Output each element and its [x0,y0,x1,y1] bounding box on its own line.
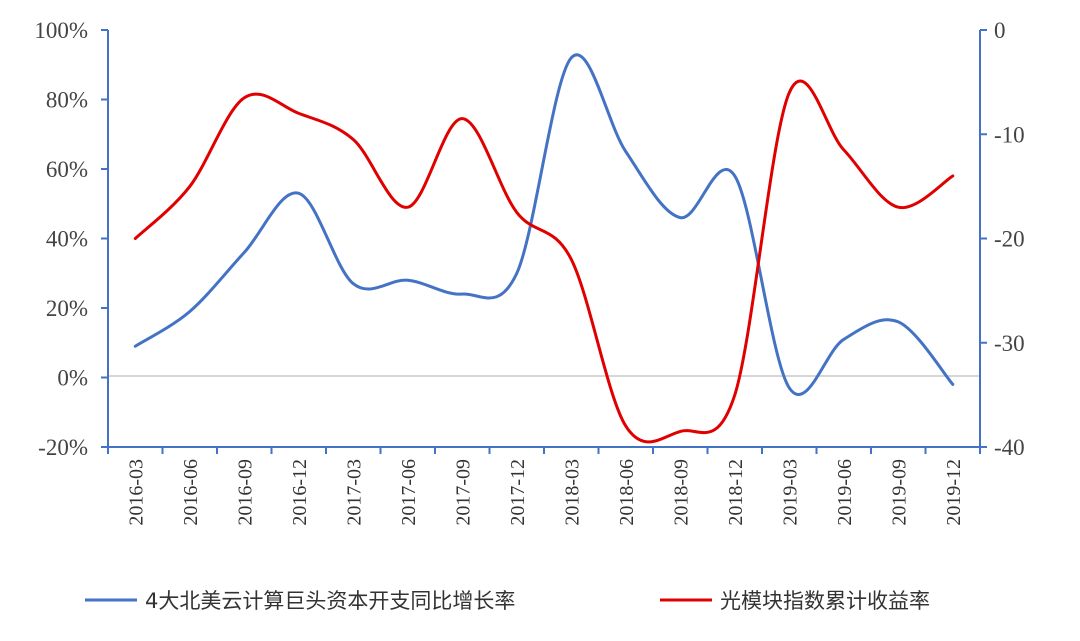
right-tick-label: -20 [994,227,1025,252]
x-tick-label: 2019-03 [779,459,801,526]
series-line-2 [133,79,955,444]
x-tick-label: 2017-03 [343,459,365,526]
x-tick-label: 2018-03 [561,459,583,526]
legend-label-1: 4大北美云计算巨头资本开支同比增长率 [145,589,515,613]
left-tick-label: 0% [57,366,88,391]
left-tick-label: 20% [46,296,88,321]
x-tick-label: 2016-09 [234,459,256,526]
x-tick-label: 2017-06 [398,459,420,526]
x-tick-label: 2017-12 [507,459,529,526]
x-tick-label: 2019-12 [943,459,965,526]
left-tick-label: -20% [38,435,88,460]
right-tick-label: -30 [994,331,1025,356]
legend-label-2: 光模块指数累计收益率 [720,589,930,613]
left-axis-ticks: 100% 80% 60% 40% 20% 0% -20% [34,18,108,460]
x-tick-label: 2018-12 [725,459,747,526]
left-tick-label: 80% [46,88,88,113]
series-lines [133,53,955,444]
right-tick-label: -40 [994,435,1025,460]
left-tick-label: 60% [46,157,88,182]
x-tick-label: 2016-06 [180,459,202,526]
x-tick-label: 2019-06 [834,459,856,526]
right-tick-label: -10 [994,122,1025,147]
x-tick-label: 2019-09 [888,459,910,526]
right-tick-label: 0 [994,18,1006,43]
x-tick-label: 2016-03 [125,459,147,526]
left-tick-label: 40% [46,227,88,252]
legend: 4大北美云计算巨头资本开支同比增长率 光模块指数累计收益率 [85,589,930,613]
x-tick-label: 2016-12 [289,459,311,526]
series-line-1 [133,53,955,396]
left-tick-label: 100% [34,18,88,43]
x-tick-label: 2017-09 [452,459,474,526]
x-tick-label: 2018-06 [616,459,638,526]
x-tick-label: 2018-09 [670,459,692,526]
x-axis-ticks: 2016-03 2016-06 2016-09 2016-12 2017-03 2017-… [107,447,981,526]
right-axis-ticks: 0 -10 -20 -30 -40 [980,18,1025,460]
